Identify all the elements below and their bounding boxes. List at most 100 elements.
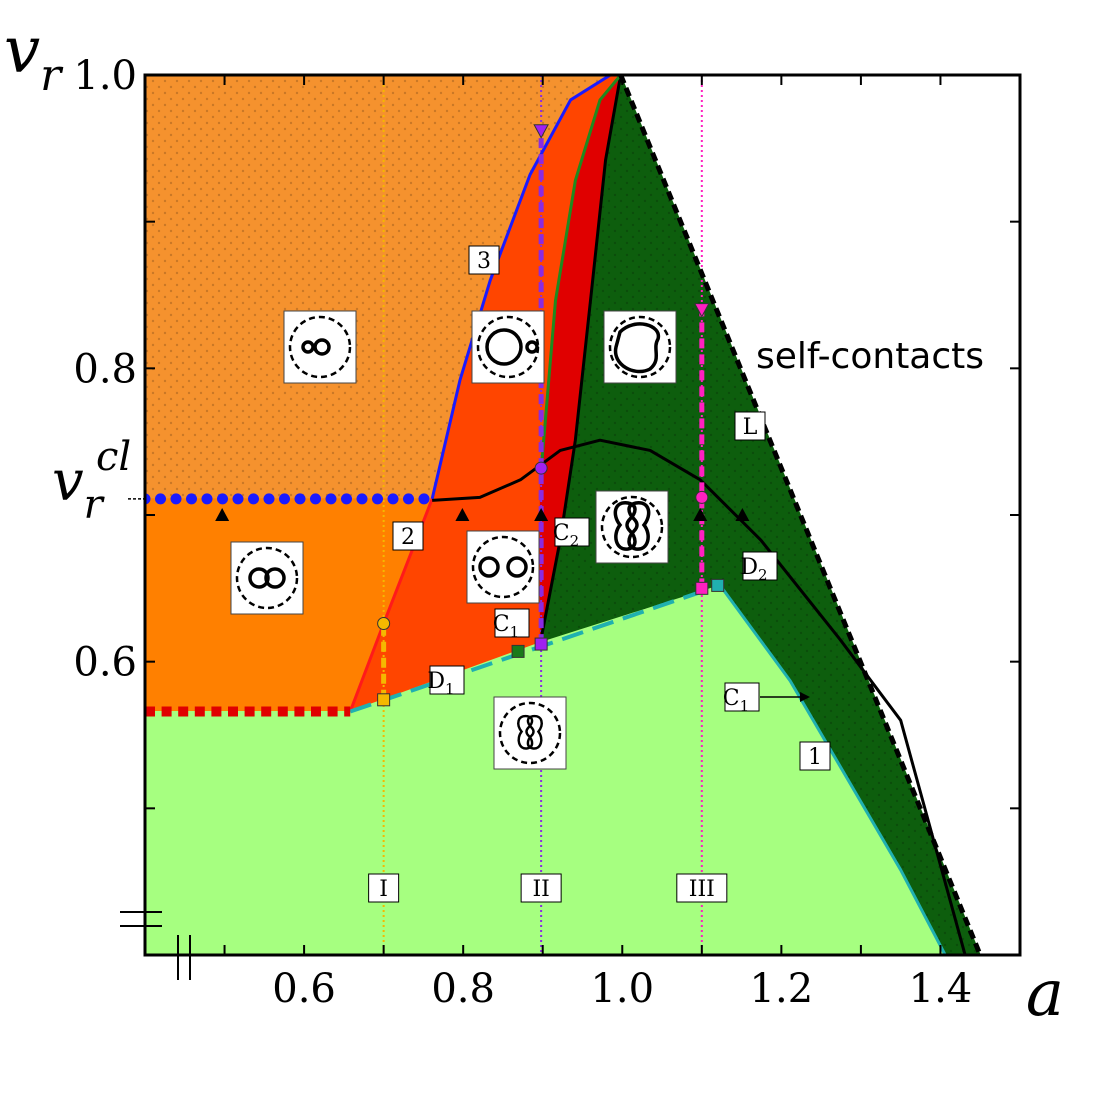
x-axis-label: a <box>1026 957 1064 1031</box>
label-text: L <box>743 415 758 440</box>
label-box <box>468 245 500 275</box>
marker <box>735 508 750 521</box>
label-main: 2 <box>401 525 415 550</box>
label-text: I <box>379 877 388 902</box>
label-text: D2 <box>740 555 767 584</box>
inset-box <box>471 310 545 384</box>
y-axis-label: vr <box>4 14 64 101</box>
marker <box>533 124 549 139</box>
label-main: III <box>689 877 715 902</box>
label-main: C <box>553 521 570 546</box>
inset-shape <box>613 322 660 374</box>
curve <box>538 75 622 480</box>
label-main: C <box>493 612 510 637</box>
label-text: III <box>689 877 715 902</box>
inset-boundary <box>471 535 535 599</box>
label-box <box>429 665 465 695</box>
region-texture <box>145 75 611 499</box>
inset-shape <box>627 501 651 551</box>
label-box <box>368 873 400 903</box>
y-tick-label: 0.6 <box>73 640 137 686</box>
label-text: 2 <box>401 525 415 550</box>
regions <box>145 75 981 955</box>
label-box <box>799 741 831 771</box>
label-sub: 2 <box>758 566 768 584</box>
inset-shape <box>526 714 543 750</box>
inset-box <box>493 696 567 770</box>
inset-shape <box>301 340 315 354</box>
inset-shape <box>506 556 528 578</box>
inset <box>471 310 545 384</box>
axis-break <box>120 911 191 980</box>
label-sub: 1 <box>445 680 455 698</box>
inset-boundary <box>608 315 672 379</box>
label-main: 3 <box>477 249 491 274</box>
curve <box>430 75 621 500</box>
label-box <box>734 411 766 441</box>
label-text: C1 <box>493 612 519 641</box>
label-text: C1 <box>723 686 749 715</box>
marker <box>695 490 709 504</box>
inset-shape <box>478 556 500 578</box>
marker <box>693 508 708 521</box>
label-text: D1 <box>427 669 454 698</box>
label-box <box>520 873 562 903</box>
marker <box>693 303 710 318</box>
marker <box>695 581 709 595</box>
label-sub: 1 <box>510 623 520 641</box>
inset-shape <box>525 340 539 354</box>
label-sub: 1 <box>740 697 750 715</box>
marker <box>377 617 391 631</box>
vcl-label: vrcl <box>52 434 131 528</box>
inset-shape <box>248 567 270 589</box>
label-arrowhead <box>800 692 810 702</box>
x-tick-label: 1.4 <box>909 966 973 1012</box>
curve <box>618 75 983 955</box>
label-sub: 2 <box>570 532 580 550</box>
inset-box <box>283 310 357 384</box>
label-main: I <box>379 877 388 902</box>
region-texture <box>540 75 981 955</box>
label-main: L <box>743 415 758 440</box>
label-main: C <box>723 686 740 711</box>
inset-box <box>466 530 540 604</box>
vcl-sub: r <box>84 482 106 528</box>
marker <box>534 637 548 651</box>
x-tick-label: 1.0 <box>590 966 654 1012</box>
label-text: 3 <box>477 249 491 274</box>
label-box <box>742 551 778 581</box>
marker <box>711 578 725 592</box>
inset <box>595 490 669 564</box>
curve <box>538 75 623 643</box>
label-text: C2 <box>553 521 579 550</box>
inset-boundary <box>600 495 664 559</box>
inset-box <box>595 490 669 564</box>
label-text: II <box>532 877 549 902</box>
inset <box>283 310 357 384</box>
marker <box>455 508 470 521</box>
curve <box>718 584 947 955</box>
inset-shape <box>313 338 331 356</box>
annotation: self-contacts <box>756 336 984 377</box>
marker <box>215 508 230 521</box>
y-tick-label: 0.8 <box>73 346 137 392</box>
inset <box>230 541 304 615</box>
marker <box>534 461 548 475</box>
x-tick-label: 0.8 <box>431 966 495 1012</box>
inset-boundary <box>498 701 562 765</box>
marker <box>511 644 525 658</box>
y-axis-label-base: v <box>4 14 40 88</box>
y-axis-label-sub: r <box>40 50 64 101</box>
label-box <box>724 682 760 712</box>
marker <box>377 693 391 707</box>
inset-shape <box>264 567 286 589</box>
axes: 0.6 0.8 1.0 1.2 1.4 0.6 0.8 1.0 <box>73 53 1020 1012</box>
inset <box>466 530 540 604</box>
vcl-base: v <box>52 449 84 514</box>
label-box <box>392 521 424 551</box>
inset <box>493 696 567 770</box>
x-tick-label: 1.2 <box>750 966 814 1012</box>
label-main: D <box>740 555 758 580</box>
